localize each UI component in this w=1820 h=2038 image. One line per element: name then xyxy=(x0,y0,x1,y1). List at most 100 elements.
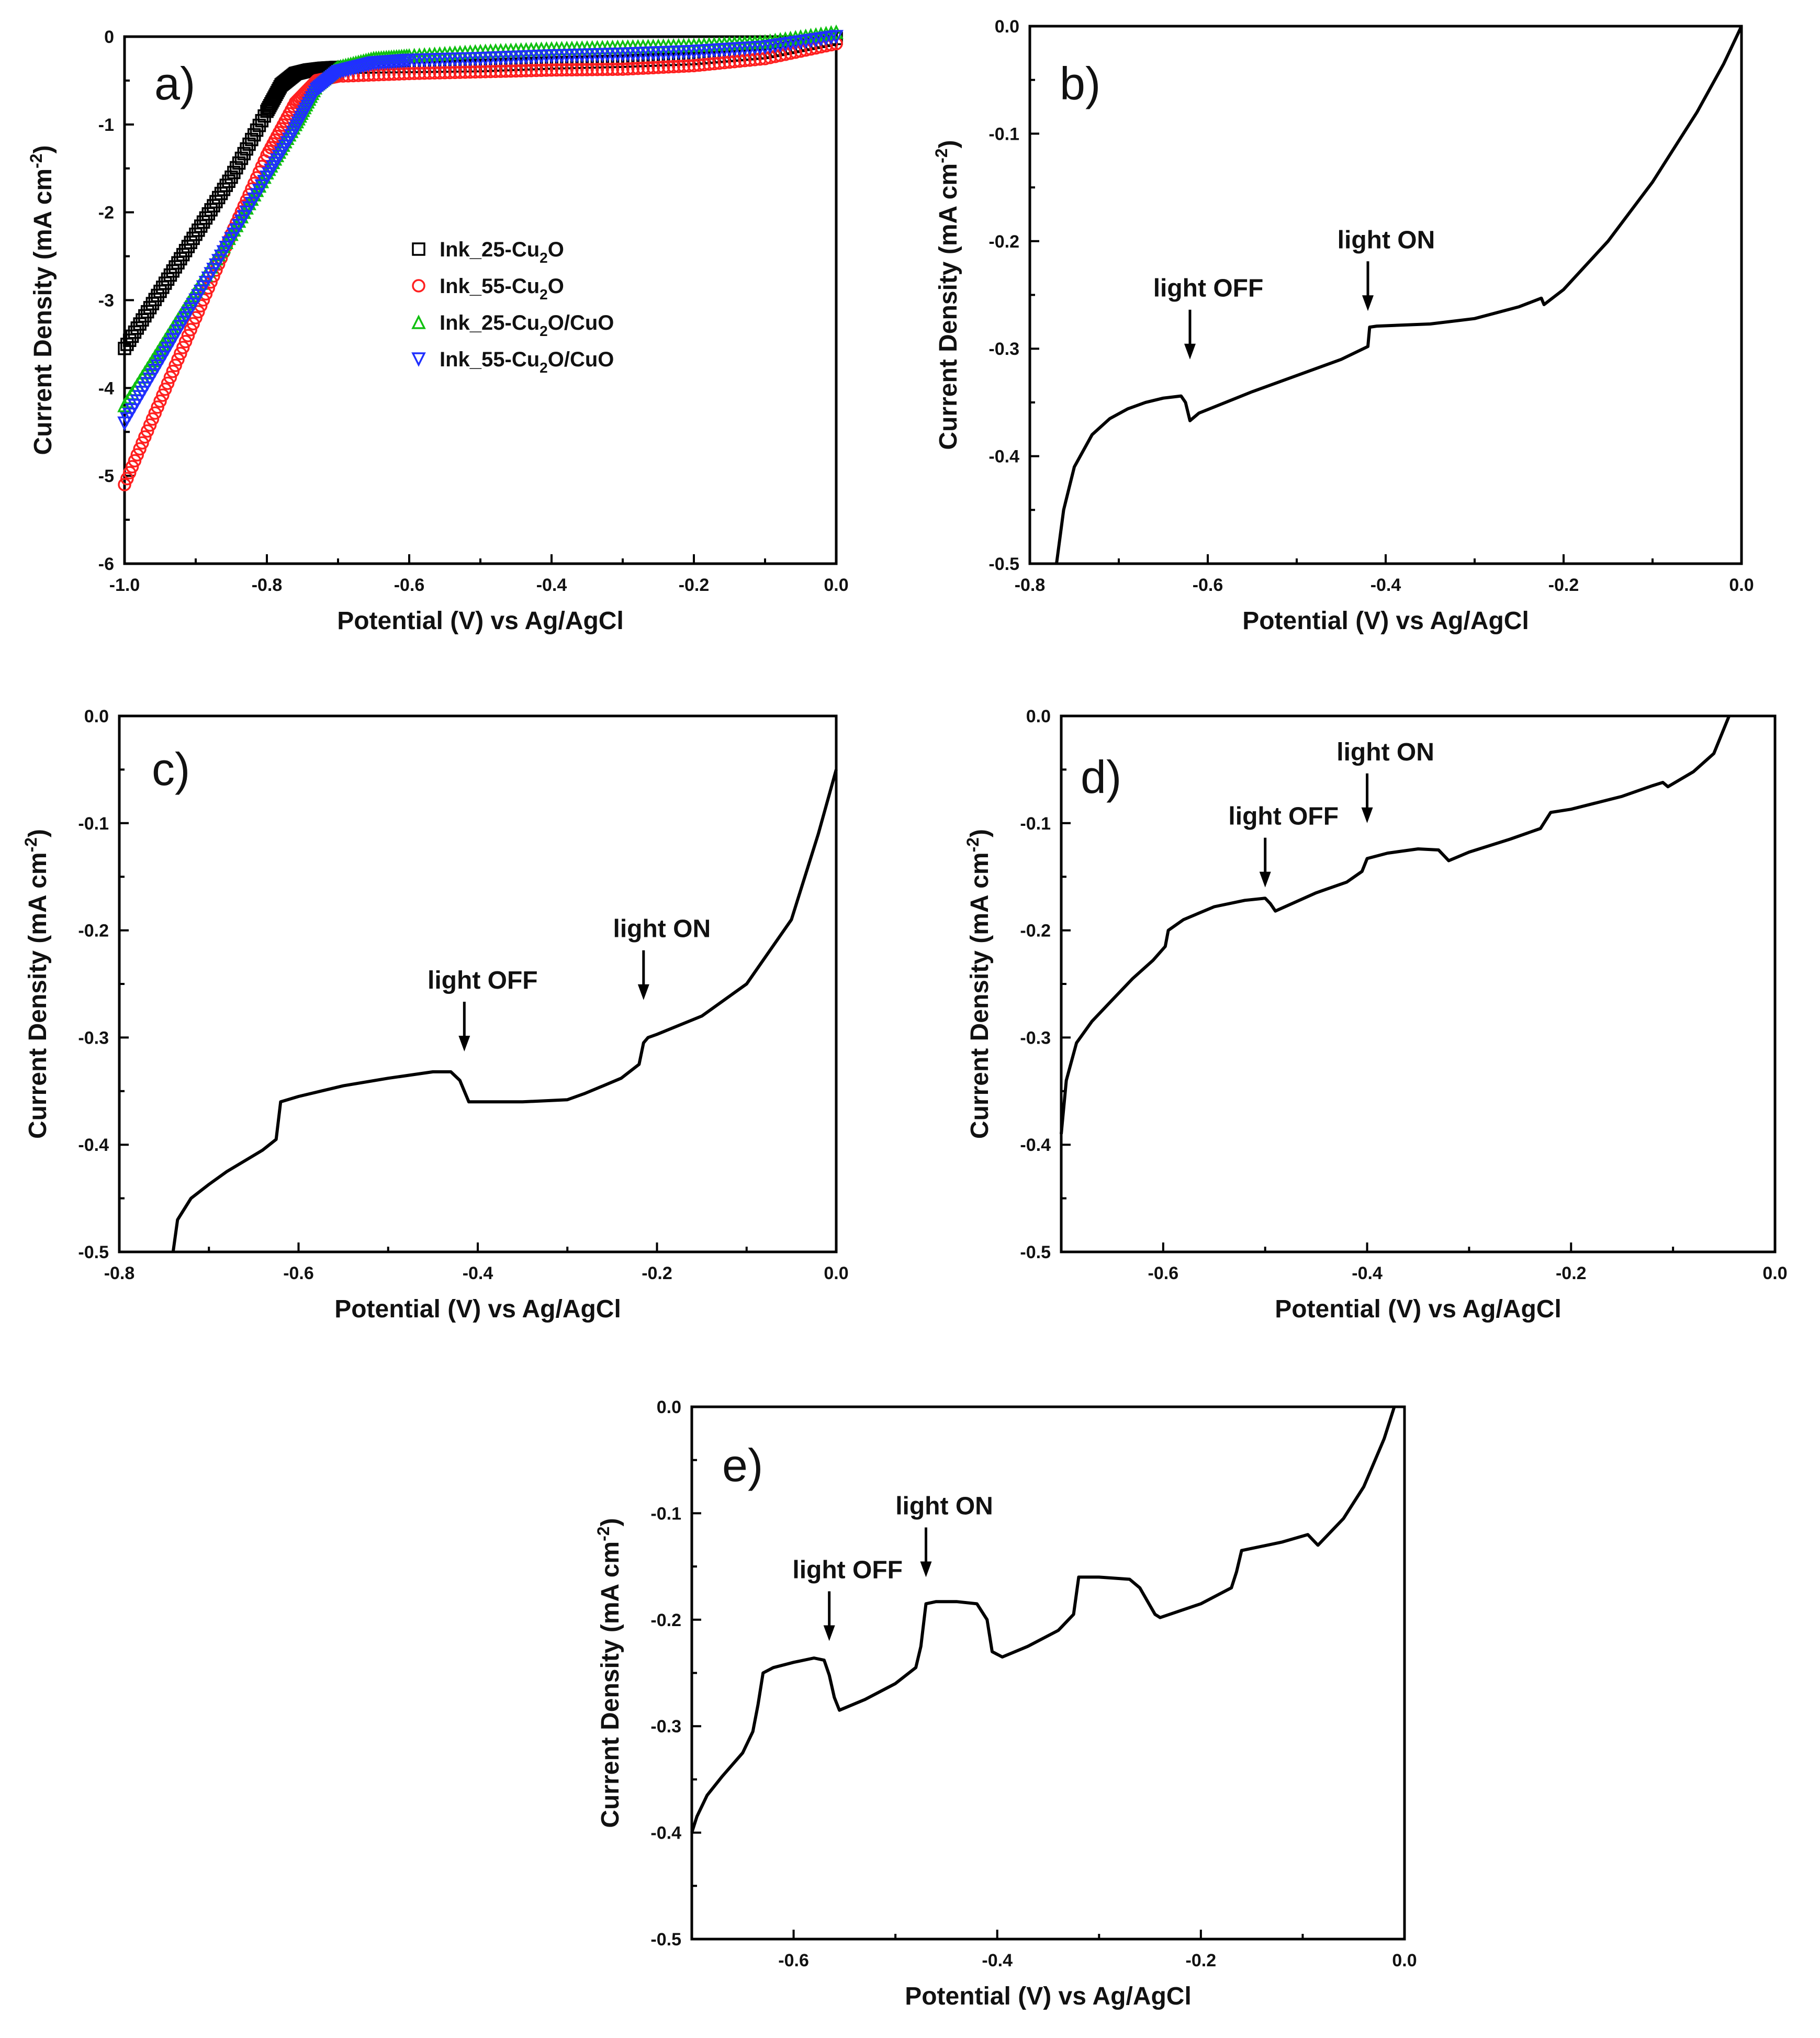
y-tick-label: -6 xyxy=(98,554,114,574)
y-axis-title-superscript: -2 xyxy=(27,153,46,168)
panel-e-chart: -0.6 -0.4 -0.2 0.0 0.0 -0.1 -0.2 -0.3 -0.4 -0.5 Po… xyxy=(594,1397,1417,2010)
y-tick-label: 0.0 xyxy=(1026,707,1051,726)
data-point xyxy=(122,466,137,479)
y-tick-label: -0.3 xyxy=(78,1028,109,1048)
x-tick-label: -0.2 xyxy=(642,1263,672,1283)
x-tick-label: -1.0 xyxy=(109,575,140,595)
y-axis-title-tail: ) xyxy=(29,145,57,153)
legend-entry: Ink_25-Cu2O/CuO xyxy=(440,311,614,339)
data-point xyxy=(156,388,170,402)
x-tick-label: -0.8 xyxy=(252,575,283,595)
data-point xyxy=(692,58,706,72)
x-tick-label: -0.2 xyxy=(1548,575,1579,595)
data-point xyxy=(128,454,142,468)
data-point xyxy=(611,62,625,76)
panel-b-chart: -0.8 -0.6 -0.4 -0.2 0.0 0.0 -0.1 -0.2 -0.3 -0.4 -0… xyxy=(932,17,1754,635)
y-tick-label: -0.5 xyxy=(1020,1242,1051,1262)
annotation-label: light ON xyxy=(1336,738,1434,766)
data-point xyxy=(171,353,185,366)
y-axis-title-main: Current Density (mA cm xyxy=(966,852,994,1139)
annotation: light OFF xyxy=(1153,275,1264,360)
y-tick-label: -2 xyxy=(98,203,114,223)
y-tick-label: 0.0 xyxy=(84,707,109,726)
data-series xyxy=(117,30,844,431)
annotation-label: light OFF xyxy=(1153,275,1264,303)
data-point xyxy=(178,334,193,349)
data-point xyxy=(560,63,574,77)
x-tick-label: -0.6 xyxy=(778,1951,809,1970)
x-axis-title: Potential (V) vs Ag/AgCl xyxy=(337,607,624,635)
x-tick-label: -0.8 xyxy=(1015,575,1046,595)
y-tick-label: -0.1 xyxy=(650,1504,681,1524)
data-point xyxy=(145,412,160,426)
plot-frame xyxy=(123,35,838,565)
data-point xyxy=(186,317,200,331)
legend-marker xyxy=(412,279,425,293)
data-point xyxy=(605,62,620,76)
data-point xyxy=(153,394,167,408)
y-tick-label: -3 xyxy=(98,291,114,311)
legend-entry-main: Ink_25-Cu xyxy=(440,311,540,334)
data-point xyxy=(540,63,554,77)
legend-entry: Ink_55-Cu2O xyxy=(440,275,564,303)
annotation: light ON xyxy=(895,1492,993,1577)
legend-entry-main: Ink_55-Cu xyxy=(440,275,540,298)
arrow-down-icon xyxy=(1184,343,1196,360)
legend-entry-tail: O xyxy=(548,238,564,261)
data-point xyxy=(133,442,147,456)
data-point xyxy=(176,341,190,354)
y-tick-label: -0.1 xyxy=(78,814,109,834)
data-point xyxy=(667,60,680,74)
y-axis-title-main: Current Density (mA cm xyxy=(29,169,57,455)
data-line xyxy=(171,769,838,1252)
y-tick-label: -0.3 xyxy=(650,1717,681,1737)
y-tick-label: -0.1 xyxy=(988,124,1019,144)
arrow-down-icon xyxy=(1361,807,1373,823)
y-axis-title-tail: ) xyxy=(966,829,994,837)
panel-c-chart: -0.8 -0.6 -0.4 -0.2 0.0 0.0 -0.1 -0.2 -0.3 -0.4 -0… xyxy=(21,707,849,1323)
y-tick-label: -0.2 xyxy=(78,921,109,941)
data-point xyxy=(656,60,670,74)
y-axis-title: Current Density (mA cm-2) xyxy=(963,829,994,1139)
annotation: light OFF xyxy=(792,1556,903,1641)
data-point xyxy=(575,63,589,76)
annotation: light ON xyxy=(1336,738,1434,823)
data-point xyxy=(672,60,686,73)
data-line xyxy=(690,1406,1396,1833)
data-point xyxy=(549,63,564,77)
data-point xyxy=(697,58,711,72)
x-tick-label: -0.6 xyxy=(283,1263,314,1283)
x-tick-label: -0.4 xyxy=(1352,1263,1383,1283)
data-point xyxy=(130,448,144,462)
data-point xyxy=(138,430,152,444)
annotation-label: light OFF xyxy=(1228,803,1339,831)
y-tick-label: -0.5 xyxy=(78,1242,109,1262)
legend-entry-subscript: 2 xyxy=(540,360,548,376)
y-tick-label: -0.4 xyxy=(988,447,1019,467)
legend-marker xyxy=(411,315,426,329)
arrow-down-icon xyxy=(1259,871,1271,888)
plot-frame xyxy=(1028,25,1743,565)
annotation-label: light ON xyxy=(895,1492,993,1520)
panel-label: b) xyxy=(1060,58,1100,109)
panel-label: d) xyxy=(1081,751,1121,803)
arrow-down-icon xyxy=(637,984,649,1000)
data-point xyxy=(687,59,701,73)
x-axis-title: Potential (V) vs Ag/AgCl xyxy=(1242,607,1529,635)
annotation: light ON xyxy=(613,915,711,1000)
y-axis-title-superscript: -2 xyxy=(21,837,40,852)
data-point xyxy=(181,329,195,342)
x-tick-label: -0.4 xyxy=(1370,575,1401,595)
x-tick-label: 0.0 xyxy=(824,575,848,595)
y-axis-title: Current Density (mA cm-2) xyxy=(21,829,52,1139)
legend-entry-subscript: 2 xyxy=(540,250,548,266)
data-line xyxy=(1055,25,1743,564)
x-tick-label: -0.6 xyxy=(1148,1263,1179,1283)
y-axis-title: Current Density (mA cm-2) xyxy=(27,145,57,455)
data-point xyxy=(565,63,579,77)
y-axis-title-superscript: -2 xyxy=(932,148,951,163)
x-tick-label: -0.2 xyxy=(1556,1263,1587,1283)
data-point xyxy=(166,364,180,378)
data-point xyxy=(596,62,609,76)
data-point xyxy=(545,63,558,77)
